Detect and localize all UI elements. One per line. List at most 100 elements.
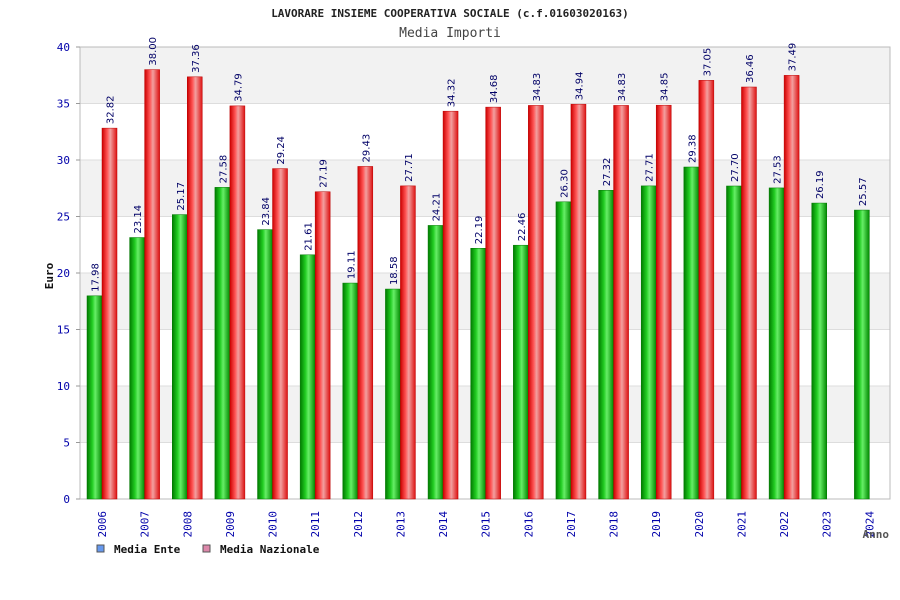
bar-media-nazionale-2018	[613, 105, 629, 500]
value-label: 34.83	[617, 73, 628, 102]
bar-media-ente-2006	[86, 295, 103, 500]
bar-media-ente-2012	[342, 282, 359, 500]
y-tick-label: 25	[57, 211, 70, 224]
value-label: 25.17	[176, 182, 187, 211]
bar-media-nazionale-2015	[485, 106, 501, 500]
bar-media-ente-2009	[214, 187, 231, 500]
value-label: 23.84	[261, 197, 272, 226]
value-label: 34.85	[660, 73, 671, 102]
value-label: 27.19	[319, 159, 330, 188]
bars	[86, 69, 870, 500]
value-label: 34.94	[574, 72, 585, 101]
bar-media-nazionale-2021	[741, 86, 757, 500]
value-label: 36.46	[745, 54, 756, 83]
bar-media-nazionale-2009	[229, 105, 246, 500]
x-axis-label: Anno	[863, 528, 890, 541]
x-tick-label: 2023	[821, 511, 834, 538]
bar-media-nazionale-2012	[357, 166, 374, 500]
value-label: 21.61	[304, 222, 315, 251]
x-tick-label: 2024	[863, 511, 876, 538]
x-tick-label: 2011	[309, 511, 322, 538]
bar-media-ente-2015	[470, 248, 486, 500]
bar-media-nazionale-2022	[783, 75, 800, 500]
legend-swatch-media-ente	[96, 544, 105, 553]
x-tick-label: 2007	[139, 511, 152, 538]
value-label: 27.32	[602, 158, 613, 187]
x-tick-label: 2012	[352, 511, 365, 538]
bar-media-nazionale-2019	[655, 104, 672, 500]
bar-media-nazionale-2014	[442, 110, 459, 500]
y-tick-label: 30	[57, 154, 70, 167]
value-labels: 17.98 32.82 23.14 38.00 25.17 37.36 27.58 34.79…	[91, 37, 869, 292]
bar-media-ente-2017	[555, 201, 572, 500]
value-label: 34.68	[489, 74, 500, 103]
legend-label-media-ente: Media Ente	[114, 543, 181, 556]
value-label: 23.14	[133, 205, 144, 234]
value-label: 37.05	[702, 48, 713, 77]
bar-media-ente-2018	[598, 190, 614, 500]
legend-swatch-media-nazionale	[202, 544, 211, 553]
value-label: 27.71	[404, 153, 415, 182]
x-tick-label: 2009	[224, 511, 237, 538]
y-tick-label: 40	[57, 41, 70, 54]
value-label: 27.71	[645, 153, 656, 182]
bar-media-ente-2023	[811, 202, 827, 500]
bar-media-ente-2008	[172, 214, 188, 500]
y-tick-label: 15	[57, 324, 70, 337]
bar-media-ente-2019	[640, 185, 657, 500]
bar-media-ente-2011	[299, 254, 316, 500]
x-tick-label: 2015	[480, 511, 493, 538]
x-tick-label: 2014	[437, 511, 450, 538]
x-tick-label: 2006	[96, 511, 109, 538]
x-tick-label: 2018	[608, 511, 621, 538]
x-tick-label: 2020	[693, 511, 706, 538]
value-label: 37.49	[788, 43, 799, 72]
value-label: 34.79	[233, 73, 244, 102]
value-label: 29.24	[276, 136, 287, 165]
bar-media-nazionale-2011	[314, 191, 331, 500]
value-label: 26.19	[815, 170, 826, 199]
value-label: 22.19	[474, 216, 485, 245]
value-label: 24.21	[432, 193, 443, 222]
y-tick-label: 10	[57, 380, 70, 393]
value-label: 26.30	[559, 169, 570, 198]
value-label: 25.57	[858, 177, 869, 206]
x-tick-label: 2021	[735, 511, 748, 538]
bar-media-nazionale-2016	[528, 105, 544, 500]
value-label: 38.00	[148, 37, 159, 66]
bar-media-nazionale-2008	[187, 76, 203, 500]
legend-label-media-nazionale: Media Nazionale	[220, 543, 320, 556]
bar-media-nazionale-2006	[101, 127, 118, 500]
value-label: 34.32	[447, 79, 458, 108]
bar-media-nazionale-2020	[698, 80, 715, 500]
y-axis-ticks: 0 5 10 15 20 25 30 35 40	[57, 41, 80, 506]
value-label: 29.38	[687, 134, 698, 163]
bar-media-ente-2013	[385, 288, 401, 500]
y-tick-label: 20	[57, 267, 70, 280]
bar-media-ente-2014	[427, 225, 444, 500]
value-label: 17.98	[91, 263, 102, 292]
value-label: 32.82	[106, 95, 117, 124]
bar-media-nazionale-2013	[400, 185, 416, 500]
bar-media-ente-2010	[257, 229, 273, 500]
bar-media-ente-2016	[513, 244, 529, 500]
value-label: 34.83	[532, 73, 543, 102]
bar-media-nazionale-2017	[570, 103, 587, 500]
x-tick-label: 2019	[650, 511, 663, 538]
chart-title: LAVORARE INSIEME COOPERATIVA SOCIALE (c.…	[271, 7, 629, 20]
bar-media-nazionale-2010	[272, 168, 288, 500]
bar-media-nazionale-2007	[144, 69, 160, 500]
value-label: 22.46	[517, 213, 528, 242]
y-tick-label: 0	[63, 493, 70, 506]
y-tick-label: 35	[57, 98, 70, 111]
x-tick-label: 2022	[778, 511, 791, 538]
bar-media-ente-2022	[768, 187, 785, 500]
legend: Media Ente Media Nazionale	[96, 543, 320, 556]
bar-media-ente-2007	[129, 237, 145, 500]
bar-media-ente-2021	[726, 185, 742, 500]
chart-subtitle: Media Importi	[399, 26, 501, 41]
value-label: 18.58	[389, 256, 400, 285]
x-tick-label: 2010	[267, 511, 280, 538]
x-tick-label: 2016	[522, 511, 535, 538]
